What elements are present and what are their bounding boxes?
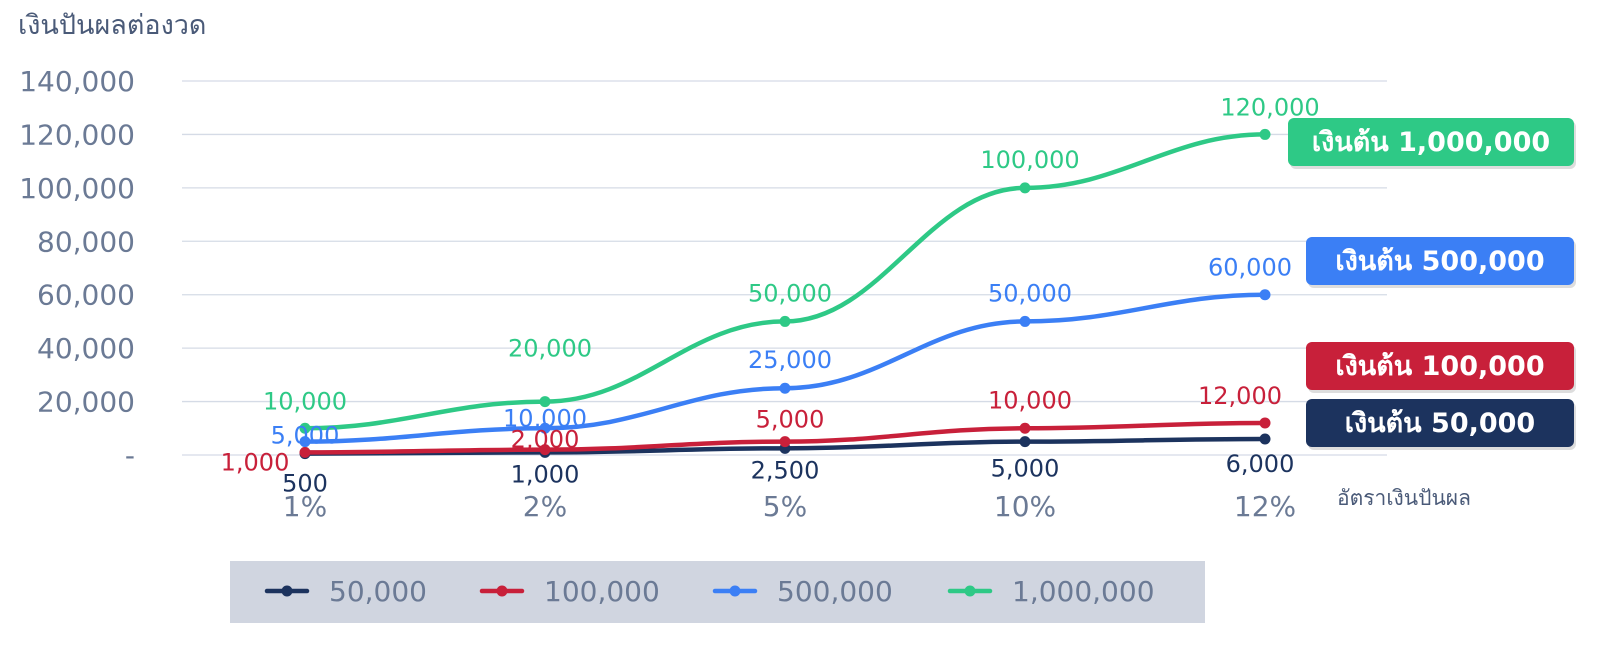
series-tag: เงินต้น 100,000 bbox=[1306, 342, 1576, 393]
legend-label: 1,000,000 bbox=[1012, 575, 1155, 608]
data-label: 50,000 bbox=[988, 279, 1072, 307]
y-axis-title: เงินปันผลต่องวด bbox=[18, 10, 206, 41]
y-tick-label: 120,000 bbox=[19, 118, 135, 151]
data-label: 500 bbox=[282, 470, 328, 498]
data-label: 5,000 bbox=[756, 406, 825, 434]
data-point bbox=[1019, 182, 1031, 194]
data-label: 6,000 bbox=[1226, 450, 1295, 478]
data-point bbox=[539, 396, 551, 408]
data-point bbox=[539, 444, 551, 456]
data-point bbox=[1259, 417, 1271, 429]
data-label: 20,000 bbox=[508, 335, 592, 363]
data-point bbox=[299, 436, 311, 448]
legend-item: 50,000 bbox=[264, 575, 427, 608]
data-point bbox=[1019, 315, 1031, 327]
tag-box bbox=[1306, 342, 1574, 390]
x-axis-ticks: 1% 2% 5% 10% 12% bbox=[283, 490, 1296, 523]
y-tick-label: 60,000 bbox=[37, 279, 135, 312]
data-label: 2,500 bbox=[751, 456, 820, 484]
data-label: 2,000 bbox=[511, 426, 580, 454]
legend-marker bbox=[496, 585, 508, 597]
series-tag: เงินต้น 1,000,000 bbox=[1288, 118, 1576, 169]
data-label: 25,000 bbox=[748, 346, 832, 374]
data-point bbox=[779, 436, 791, 448]
y-axis-ticks: - 20,000 40,000 60,000 80,000 100,000 120,000 1… bbox=[19, 65, 135, 472]
data-label: 1,000 bbox=[511, 460, 580, 488]
legend: 50,000 100,000 500,000 1,000,000 bbox=[264, 575, 1155, 608]
tag-label: เงินต้น 50,000 bbox=[1345, 408, 1535, 439]
legend-item: 100,000 bbox=[479, 575, 660, 608]
series-100,000 bbox=[299, 417, 1271, 458]
data-point bbox=[1019, 422, 1031, 434]
data-label: 1,000 bbox=[221, 448, 290, 476]
series-tags: เงินต้น 1,000,000 เงินต้น 500,000 เงินต้น … bbox=[1288, 118, 1576, 450]
data-point bbox=[299, 422, 311, 434]
data-point bbox=[539, 422, 551, 434]
legend-marker bbox=[964, 585, 976, 597]
data-label: 10,000 bbox=[988, 386, 1072, 414]
legend-marker bbox=[281, 585, 293, 597]
data-point bbox=[1019, 436, 1031, 448]
y-tick-label: 80,000 bbox=[37, 225, 135, 258]
data-label: 5,000 bbox=[991, 455, 1060, 483]
data-label: 50,000 bbox=[748, 279, 832, 307]
y-tick-label: 20,000 bbox=[37, 386, 135, 419]
data-point bbox=[779, 315, 791, 327]
legend-item: 500,000 bbox=[712, 575, 893, 608]
series-tag: เงินต้น 500,000 bbox=[1306, 237, 1576, 288]
series-500,000 bbox=[299, 289, 1271, 448]
x-tick-label: 12% bbox=[1234, 490, 1296, 523]
legend-item: 1,000,000 bbox=[947, 575, 1155, 608]
y-tick-label: 40,000 bbox=[37, 332, 135, 365]
data-label: 12,000 bbox=[1198, 382, 1282, 410]
data-label: 10,000 bbox=[503, 404, 587, 432]
legend-label: 50,000 bbox=[329, 575, 427, 608]
x-tick-label: 5% bbox=[763, 490, 807, 523]
tag-label: เงินต้น 1,000,000 bbox=[1312, 127, 1550, 158]
tag-label: เงินต้น 500,000 bbox=[1335, 246, 1544, 277]
tag-box bbox=[1288, 118, 1574, 166]
legend-label: 100,000 bbox=[544, 575, 660, 608]
series-tag: เงินต้น 50,000 bbox=[1306, 399, 1576, 450]
y-tick-label: - bbox=[125, 439, 135, 472]
grid-layer bbox=[182, 80, 1387, 456]
tag-label: เงินต้น 100,000 bbox=[1335, 351, 1544, 382]
data-label: 10,000 bbox=[263, 387, 347, 415]
x-tick-label: 1% bbox=[283, 490, 327, 523]
data-point bbox=[1259, 289, 1271, 301]
data-label: 100,000 bbox=[980, 146, 1079, 174]
data-point bbox=[299, 446, 311, 458]
tag-box bbox=[1306, 237, 1574, 285]
tag-box bbox=[1306, 399, 1574, 447]
x-axis-title: อัตราเงินปันผล bbox=[1337, 486, 1471, 510]
data-label: 120,000 bbox=[1220, 93, 1319, 121]
data-labels: 500 1,000 2,500 5,000 6,0001,0002,0005,00010… bbox=[221, 93, 1320, 497]
data-label: 60,000 bbox=[1208, 254, 1292, 282]
data-point bbox=[1259, 433, 1271, 445]
series-lines bbox=[299, 128, 1271, 460]
data-point bbox=[779, 382, 791, 394]
series-line bbox=[302, 132, 1268, 431]
legend-marker bbox=[729, 585, 741, 597]
data-label: 5,000 bbox=[271, 422, 340, 450]
series-1,000,000 bbox=[299, 128, 1271, 434]
y-tick-label: 100,000 bbox=[19, 172, 135, 205]
x-tick-label: 10% bbox=[994, 490, 1056, 523]
x-tick-label: 2% bbox=[523, 490, 567, 523]
legend-label: 500,000 bbox=[777, 575, 893, 608]
y-tick-label: 140,000 bbox=[19, 65, 135, 98]
data-point bbox=[1259, 128, 1271, 140]
